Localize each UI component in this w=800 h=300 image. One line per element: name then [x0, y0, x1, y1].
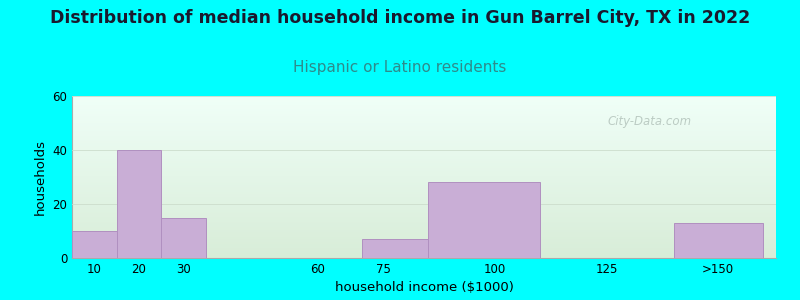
- Bar: [674, 223, 762, 258]
- X-axis label: household income ($1000): household income ($1000): [334, 281, 514, 294]
- Bar: [117, 150, 161, 258]
- Bar: [161, 218, 206, 258]
- Bar: [362, 239, 429, 258]
- Y-axis label: households: households: [34, 139, 46, 215]
- Text: Distribution of median household income in Gun Barrel City, TX in 2022: Distribution of median household income …: [50, 9, 750, 27]
- Text: Hispanic or Latino residents: Hispanic or Latino residents: [294, 60, 506, 75]
- Bar: [429, 182, 540, 258]
- Bar: [72, 231, 117, 258]
- Text: City-Data.com: City-Data.com: [607, 116, 691, 128]
